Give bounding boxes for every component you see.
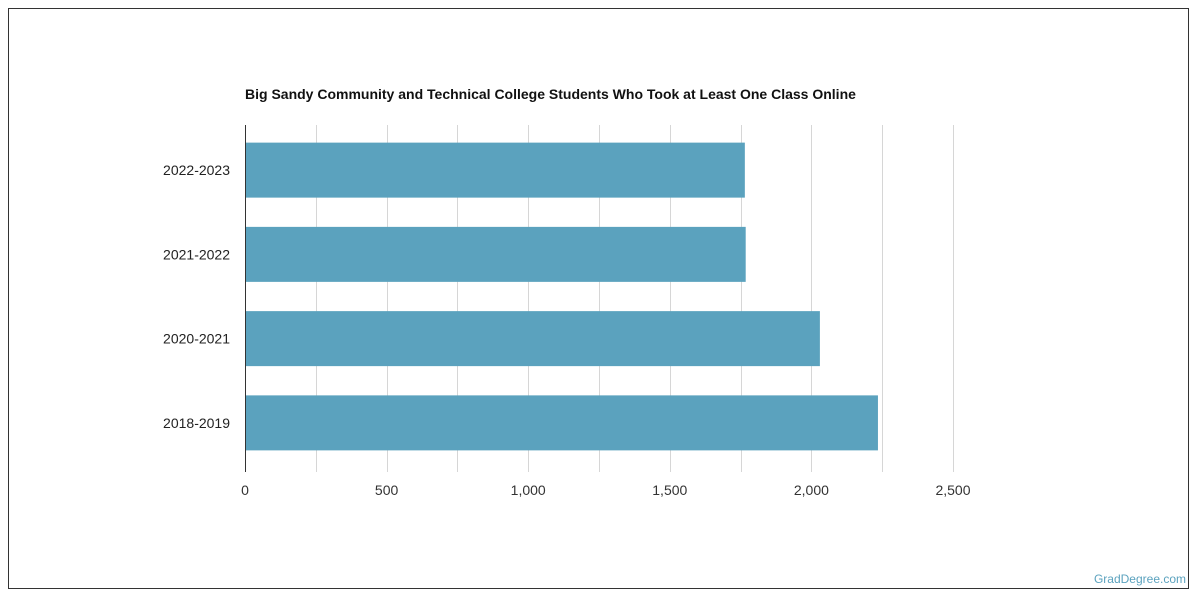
- category-label: 2022-2023: [163, 162, 230, 178]
- category-label: 2020-2021: [163, 331, 230, 347]
- bar-2020-2021: [246, 311, 820, 367]
- bars: [246, 142, 878, 451]
- x-tick-label: 1,500: [652, 482, 687, 498]
- chart-title: Big Sandy Community and Technical Colleg…: [245, 86, 856, 102]
- chart-frame: [8, 8, 1189, 589]
- bar-2021-2022: [246, 226, 746, 282]
- x-tick-label: 2,500: [935, 482, 970, 498]
- category-label: 2021-2022: [163, 246, 230, 262]
- x-tick-labels: 0 500 1,000 1,500 2,000 2,500: [241, 482, 971, 498]
- x-tick-label: 1,000: [511, 482, 546, 498]
- x-tick-label: 500: [375, 482, 399, 498]
- x-tick-label: 0: [241, 482, 249, 498]
- category-label: 2018-2019: [163, 415, 230, 431]
- watermark-text: GradDegree.com: [1093, 572, 1186, 586]
- x-tick-label: 2,000: [794, 482, 829, 498]
- bar-2018-2019: [246, 395, 878, 451]
- category-labels: 2022-2023 2021-2022 2020-2021 2018-2019: [163, 162, 230, 431]
- bar-2022-2023: [246, 142, 745, 198]
